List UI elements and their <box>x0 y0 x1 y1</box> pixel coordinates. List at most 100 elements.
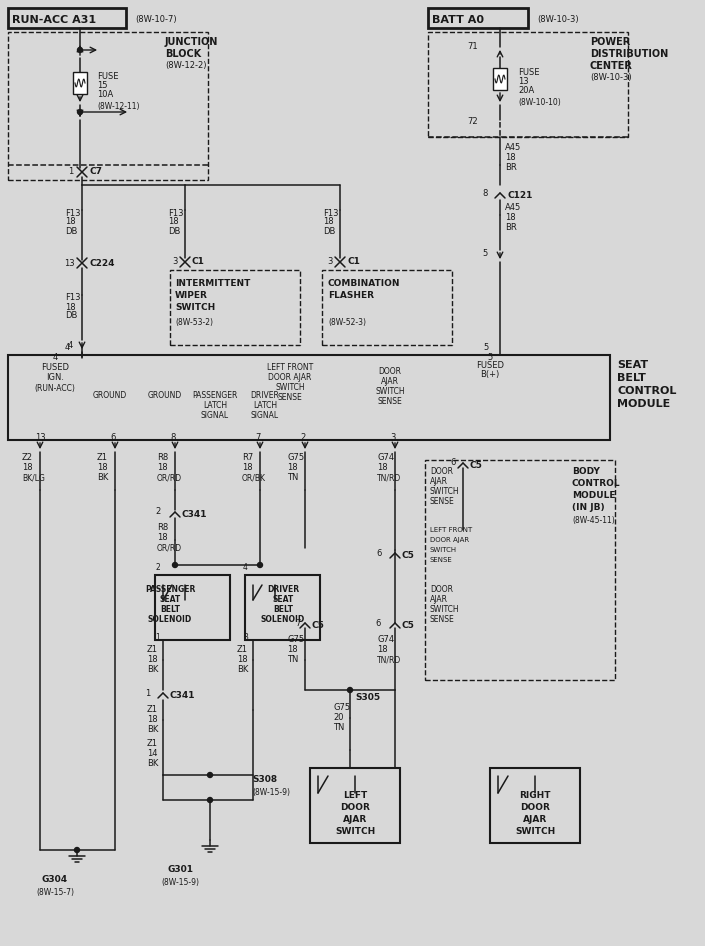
Text: 1: 1 <box>68 167 73 177</box>
Text: (8W-15-9): (8W-15-9) <box>161 878 199 886</box>
Text: AJAR: AJAR <box>430 595 448 604</box>
Text: DOOR: DOOR <box>430 467 453 477</box>
Text: DB: DB <box>65 311 78 321</box>
Text: 6: 6 <box>450 459 455 467</box>
Text: GROUND: GROUND <box>93 391 127 399</box>
Text: R8: R8 <box>157 523 168 533</box>
Text: 18: 18 <box>65 303 75 311</box>
Text: FLASHER: FLASHER <box>328 290 374 300</box>
Text: LEFT: LEFT <box>343 791 367 799</box>
Text: SWITCH: SWITCH <box>335 827 375 835</box>
Text: PASSENGER: PASSENGER <box>192 391 238 399</box>
Text: R7: R7 <box>242 453 253 463</box>
Text: Z1: Z1 <box>147 645 158 655</box>
Text: (8W-15-9): (8W-15-9) <box>252 787 290 797</box>
Text: SWITCH: SWITCH <box>430 605 460 615</box>
Text: 18: 18 <box>157 534 168 542</box>
Text: 18: 18 <box>237 656 247 664</box>
Text: OR/RD: OR/RD <box>157 474 182 482</box>
Text: 20: 20 <box>333 713 343 723</box>
Bar <box>8 32 208 180</box>
Text: AJAR: AJAR <box>343 815 367 824</box>
Text: S305: S305 <box>355 693 380 703</box>
Text: BK: BK <box>147 726 159 734</box>
Text: Z1: Z1 <box>147 706 158 714</box>
Text: SIGNAL: SIGNAL <box>201 411 229 419</box>
Text: DB: DB <box>65 226 78 236</box>
Text: 5: 5 <box>483 343 489 353</box>
Text: OR/RD: OR/RD <box>157 544 182 552</box>
Text: SENSE: SENSE <box>278 394 302 402</box>
Text: 18: 18 <box>377 645 388 655</box>
Text: 4: 4 <box>68 341 73 349</box>
Text: 18: 18 <box>287 464 298 472</box>
Text: 5: 5 <box>482 249 487 257</box>
Text: DOOR: DOOR <box>430 586 453 594</box>
Text: G75: G75 <box>333 704 350 712</box>
Text: TN: TN <box>333 724 344 732</box>
Text: 18: 18 <box>168 218 178 226</box>
Text: 3: 3 <box>390 433 396 443</box>
Text: MODULE: MODULE <box>572 492 615 500</box>
Text: 18: 18 <box>157 464 168 472</box>
Text: (8W-10-7): (8W-10-7) <box>135 15 177 25</box>
Text: IGN.: IGN. <box>46 374 64 382</box>
Text: SENSE: SENSE <box>430 616 455 624</box>
Bar <box>170 270 300 345</box>
Text: BK: BK <box>147 759 159 767</box>
Text: 13: 13 <box>35 433 46 443</box>
Text: 18: 18 <box>22 464 32 472</box>
Text: 4: 4 <box>52 354 58 362</box>
Text: 10A: 10A <box>97 91 114 99</box>
Text: 18: 18 <box>287 645 298 655</box>
Text: DOOR AJAR: DOOR AJAR <box>269 374 312 382</box>
Text: 2: 2 <box>300 433 305 443</box>
Text: 18: 18 <box>242 464 252 472</box>
Text: BK/LG: BK/LG <box>22 474 45 482</box>
Text: SWITCH: SWITCH <box>275 383 305 393</box>
Text: JUNCTION: JUNCTION <box>165 37 219 47</box>
Text: 18: 18 <box>65 218 75 226</box>
Text: C5: C5 <box>402 621 415 630</box>
Text: (8W-53-2): (8W-53-2) <box>175 318 213 326</box>
Circle shape <box>78 47 82 52</box>
Text: C224: C224 <box>89 258 114 268</box>
Text: (8W-10-3): (8W-10-3) <box>537 15 579 25</box>
Text: (8W-12-11): (8W-12-11) <box>97 102 140 112</box>
Text: 18: 18 <box>323 218 333 226</box>
Circle shape <box>348 688 352 692</box>
Text: BELT: BELT <box>160 605 180 615</box>
Text: 6: 6 <box>110 433 116 443</box>
Text: C5: C5 <box>470 461 483 470</box>
Text: (8W-45-11): (8W-45-11) <box>572 516 615 524</box>
Text: (8W-52-3): (8W-52-3) <box>328 318 366 326</box>
Text: BR: BR <box>505 164 517 172</box>
Text: 13: 13 <box>64 258 75 268</box>
Text: LEFT FRONT: LEFT FRONT <box>267 363 313 373</box>
Text: SEAT: SEAT <box>617 360 648 370</box>
Text: A45: A45 <box>505 144 521 152</box>
Text: C1: C1 <box>192 257 205 267</box>
Text: 3: 3 <box>243 633 248 641</box>
Text: SOLENOID: SOLENOID <box>148 616 192 624</box>
Text: 8: 8 <box>170 433 176 443</box>
Text: (8W-15-7): (8W-15-7) <box>36 887 74 897</box>
Text: DRIVER: DRIVER <box>250 391 279 399</box>
Text: F13: F13 <box>168 208 183 218</box>
Text: DOOR: DOOR <box>520 802 550 812</box>
Text: FUSE: FUSE <box>97 73 118 81</box>
Text: DOOR: DOOR <box>379 367 402 377</box>
Circle shape <box>207 797 212 802</box>
Text: G301: G301 <box>167 866 193 874</box>
Text: G304: G304 <box>42 875 68 885</box>
Text: AJAR: AJAR <box>381 377 399 387</box>
Text: G75: G75 <box>287 453 304 463</box>
Text: TN/RD: TN/RD <box>377 656 401 664</box>
Circle shape <box>207 773 212 778</box>
Text: 6: 6 <box>376 549 381 557</box>
Text: CENTER: CENTER <box>590 61 633 71</box>
Text: DB: DB <box>323 226 336 236</box>
Circle shape <box>78 110 82 114</box>
Bar <box>8 8 126 28</box>
Text: C1: C1 <box>347 257 360 267</box>
